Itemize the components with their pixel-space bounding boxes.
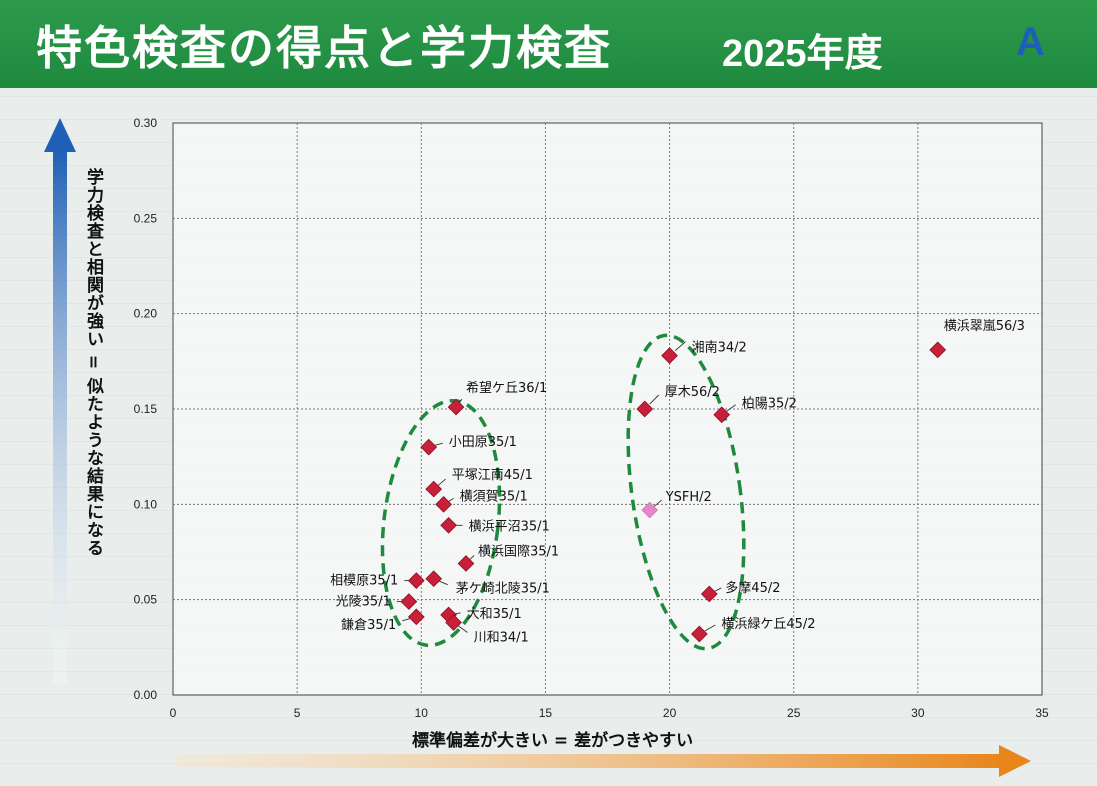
data-point-label: 希望ケ丘36/1 <box>466 380 547 396</box>
data-point <box>929 341 947 359</box>
page-title: 特色検査の得点と学力検査 <box>36 21 612 75</box>
x-tick-label: 25 <box>787 706 801 720</box>
data-point <box>447 398 465 416</box>
data-point <box>400 593 418 610</box>
label-leader-line <box>437 478 446 486</box>
data-point <box>700 585 718 603</box>
data-point-label: 厚木56/2 <box>665 385 720 400</box>
data-point-label: 平塚江南45/1 <box>452 467 533 483</box>
x-tick-label: 15 <box>539 706 553 720</box>
x-tick-label: 10 <box>415 706 429 720</box>
data-point-label: 鎌倉35/1 <box>341 618 396 633</box>
data-point-label: 茅ケ崎北陵35/1 <box>456 582 550 597</box>
data-point <box>407 608 425 626</box>
y-tick-label: 0.30 <box>134 116 158 130</box>
data-point <box>445 614 462 631</box>
label-leader-line <box>653 499 662 507</box>
data-point-label: 小田原35/1 <box>449 435 517 450</box>
y-tick-label: 0.00 <box>134 688 158 702</box>
data-point-label: 光陵35/1 <box>336 595 391 610</box>
data-point-label: 大和35/1 <box>467 607 522 622</box>
data-point-label: 横浜翠嵐56/3 <box>944 319 1025 334</box>
data-point <box>425 480 443 498</box>
data-point <box>457 555 475 572</box>
x-tick-label: 30 <box>911 706 925 720</box>
data-point <box>661 347 678 364</box>
data-point-label: 横浜平沼35/1 <box>469 519 550 534</box>
y-axis-arrow-head <box>44 118 76 152</box>
y-tick-label: 0.15 <box>134 402 158 416</box>
label-leader-line <box>726 404 736 412</box>
x-tick-label: 20 <box>663 706 677 720</box>
page-year: 2025年度 <box>722 33 883 75</box>
y-tick-label: 0.20 <box>134 307 158 321</box>
data-point <box>641 501 659 519</box>
label-leader-line <box>704 624 716 632</box>
data-point-label: 湘南34/2 <box>692 340 747 356</box>
x-tick-label: 35 <box>1035 706 1049 720</box>
data-point-label: 多摩45/2 <box>725 580 780 596</box>
data-point-label: 横須賀35/1 <box>460 489 528 504</box>
data-point <box>691 625 708 643</box>
data-point <box>636 400 654 418</box>
x-axis-arrow-head <box>999 745 1031 777</box>
grade-badge: A <box>1016 20 1045 64</box>
y-tick-label: 0.05 <box>134 593 158 607</box>
y-tick-label: 0.10 <box>134 497 158 511</box>
data-point <box>713 406 731 424</box>
data-point <box>435 495 452 513</box>
x-axis-label: 標準偏差が大きい = 差がつきやすい <box>412 731 694 751</box>
title-banner: 特色検査の得点と学力検査 2025年度 A <box>0 0 1097 88</box>
data-point-label: 横浜国際35/1 <box>478 544 559 559</box>
data-point <box>420 438 438 456</box>
x-tick-label: 0 <box>170 706 177 720</box>
plot-area <box>172 122 1043 696</box>
y-tick-label: 0.25 <box>134 211 158 225</box>
data-point <box>425 570 443 588</box>
x-axis-arrow-shaft <box>175 754 1001 768</box>
data-point <box>440 516 457 534</box>
data-point-label: 横浜緑ケ丘45/2 <box>721 617 815 632</box>
data-point-label: 川和34/1 <box>474 631 529 646</box>
data-point-label: 相模原35/1 <box>330 574 398 589</box>
data-point-label: 柏陽35/2 <box>742 397 797 412</box>
data-point <box>407 572 425 589</box>
x-tick-label: 5 <box>294 706 301 720</box>
label-leader-line <box>458 625 468 633</box>
group-ellipse-right <box>626 333 746 651</box>
label-leader-line <box>438 580 448 586</box>
y-axis-label: 学力検査と相関が強い = 似たような結果になる <box>83 168 103 558</box>
y-axis-arrow-shaft <box>53 150 67 685</box>
label-leader-line <box>674 341 686 352</box>
label-leader-line <box>649 394 660 405</box>
data-point-label: YSFH/2 <box>665 490 712 505</box>
